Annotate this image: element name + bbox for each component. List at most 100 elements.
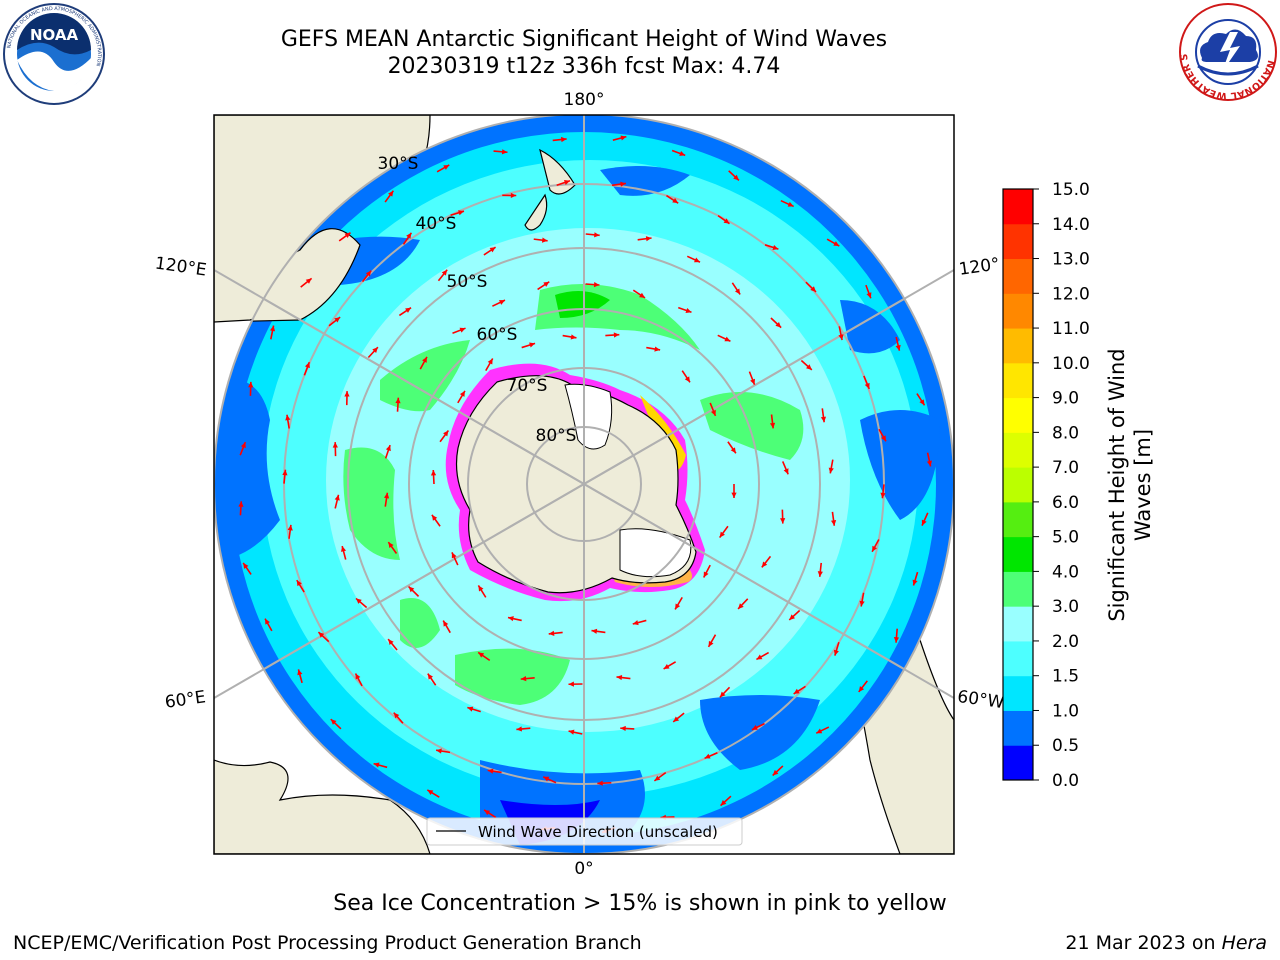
run-machine: Hera: [1221, 932, 1267, 954]
colorbar-tick-label: 4.0: [1052, 562, 1079, 582]
wind-wave-arrowhead: [427, 673, 433, 680]
wind-wave-arrowhead: [238, 501, 244, 507]
noaa-logo: NOAA NATIONAL OCEANIC AND ATMOSPHERIC AD…: [3, 3, 105, 105]
colorbar-band: [1003, 606, 1033, 642]
colorbar-tick-label: 13.0: [1052, 250, 1090, 270]
wind-wave-arrowhead: [789, 614, 796, 620]
wind-wave-arrowhead: [787, 201, 794, 207]
wind-wave-arrowhead: [645, 236, 652, 242]
wind-wave-arrowhead: [296, 580, 302, 587]
lon-label-180: 180°: [564, 90, 605, 110]
colorbar-band: [1003, 293, 1033, 329]
wind-wave-arrowhead: [613, 332, 620, 338]
wind-wave-arrowhead: [730, 447, 736, 454]
colorbar-band: [1003, 571, 1033, 607]
colorbar-tick-label: 9.0: [1052, 389, 1079, 409]
colorbar-band: [1003, 328, 1033, 364]
wind-wave-arrowhead: [620, 135, 627, 141]
wind-wave-arrowhead: [772, 769, 779, 776]
wind-wave-arrowhead: [675, 603, 681, 610]
colorbar-band: [1003, 362, 1033, 399]
wind-wave-arrowhead: [459, 327, 466, 333]
run-date-text: 21 Mar 2023 on: [1065, 932, 1222, 954]
wind-wave-arrowhead: [751, 725, 758, 730]
colorbar-tick-label: 12.0: [1052, 284, 1090, 304]
wind-wave-arrowhead: [510, 192, 517, 199]
colorbar-band: [1003, 258, 1033, 294]
wind-wave-arrowhead: [318, 632, 325, 638]
wind-wave-arrowhead: [866, 292, 872, 299]
legend-label: Wind Wave Direction (unscaled): [478, 823, 718, 841]
wind-wave-arrowhead: [487, 358, 493, 365]
wind-wave-arrowhead: [597, 780, 603, 786]
noaa-logo-text: NOAA: [30, 26, 79, 44]
wind-wave-arrowhead: [484, 809, 491, 816]
map-legend: Wind Wave Direction (unscaled): [426, 817, 743, 846]
wind-wave-arrowhead: [282, 469, 288, 476]
lon-label-60w: 60°W: [956, 687, 1005, 713]
lon-label-120e: 120°E: [154, 254, 208, 281]
wind-wave-arrowhead: [719, 691, 726, 698]
colorbar-tick-label: 0.5: [1052, 736, 1079, 756]
wind-wave-arrowhead: [734, 288, 741, 295]
run-date: 21 Mar 2023 on Hera: [1065, 932, 1267, 954]
wind-wave-arrowhead: [793, 688, 800, 694]
colorbar-band: [1003, 467, 1033, 503]
wind-wave-arrowhead: [430, 470, 437, 476]
colorbar-tick-label: 6.0: [1052, 493, 1079, 513]
wind-wave-arrowhead: [820, 416, 827, 423]
wind-wave-arrowhead: [895, 344, 901, 351]
wind-wave-arrowhead: [591, 628, 598, 634]
colorbar-label-line2: Waves [m]: [1131, 429, 1155, 541]
wind-wave-arrowhead: [383, 492, 390, 499]
colorbar-tick-label: 1.5: [1052, 667, 1079, 687]
ross-ice-shelf: [564, 383, 613, 450]
wind-wave-arrowhead: [508, 616, 514, 622]
wind-wave-arrowhead: [548, 630, 555, 636]
map-frame: [213, 114, 955, 855]
colorbar-band: [1003, 189, 1033, 225]
wind-wave-arrowhead: [833, 649, 839, 656]
wind-wave-arrowhead: [372, 347, 378, 353]
lat-label-50s: 50°S: [447, 272, 488, 292]
colorbar-band: [1003, 223, 1033, 260]
colorbar-tick-label: 2.0: [1052, 632, 1079, 652]
wind-wave-arrowhead: [724, 336, 731, 342]
wind-wave-arrowhead: [632, 620, 639, 626]
colorbar-band: [1003, 675, 1033, 711]
colorbar-tick-label: 3.0: [1052, 597, 1079, 617]
wind-wave-arrowhead: [828, 467, 834, 474]
lon-label-120w: 120°: [958, 254, 1001, 280]
wind-wave-arrowhead: [341, 546, 347, 552]
wind-wave-arrowhead: [334, 494, 340, 501]
colorbar-tick-label: 0.0: [1052, 771, 1079, 791]
wind-wave-arrowhead: [684, 376, 690, 383]
wind-wave-arrowhead: [529, 342, 536, 348]
wind-wave-arrowhead: [720, 800, 727, 806]
wind-wave-arrowhead: [243, 562, 249, 569]
wind-wave-arrowhead: [395, 397, 401, 404]
wind-wave-arrowhead: [248, 381, 254, 388]
ronne-ice-shelf: [619, 528, 692, 578]
wind-wave-arrowhead: [893, 637, 900, 643]
wind-wave-arrowhead: [501, 149, 508, 155]
wind-wave-arrowhead: [921, 519, 927, 526]
wind-wave-arrowhead: [654, 346, 661, 352]
africa-land: [214, 759, 431, 854]
colorbar-tick-label: 7.0: [1052, 458, 1079, 478]
wind-wave-arrowhead: [810, 286, 817, 292]
wind-wave-arrowhead: [772, 244, 779, 250]
wind-wave-arrowhead: [563, 180, 570, 185]
wind-wave-arrowhead: [520, 676, 527, 682]
wind-wave-arrowhead: [654, 775, 661, 781]
colorbar-tick-label: 8.0: [1052, 423, 1079, 443]
wind-wave-arrowhead: [265, 618, 270, 625]
wind-wave-arrowhead: [304, 362, 310, 369]
wind-wave-arrowhead: [756, 654, 763, 660]
wind-wave-arrowhead: [783, 468, 789, 475]
wind-wave-arrowhead: [285, 414, 291, 421]
wind-wave-arrowhead: [385, 445, 391, 452]
wind-wave-arrowhead: [694, 257, 701, 263]
colorbar-tick-label: 14.0: [1052, 215, 1090, 235]
wind-wave-arrowhead: [672, 198, 679, 204]
